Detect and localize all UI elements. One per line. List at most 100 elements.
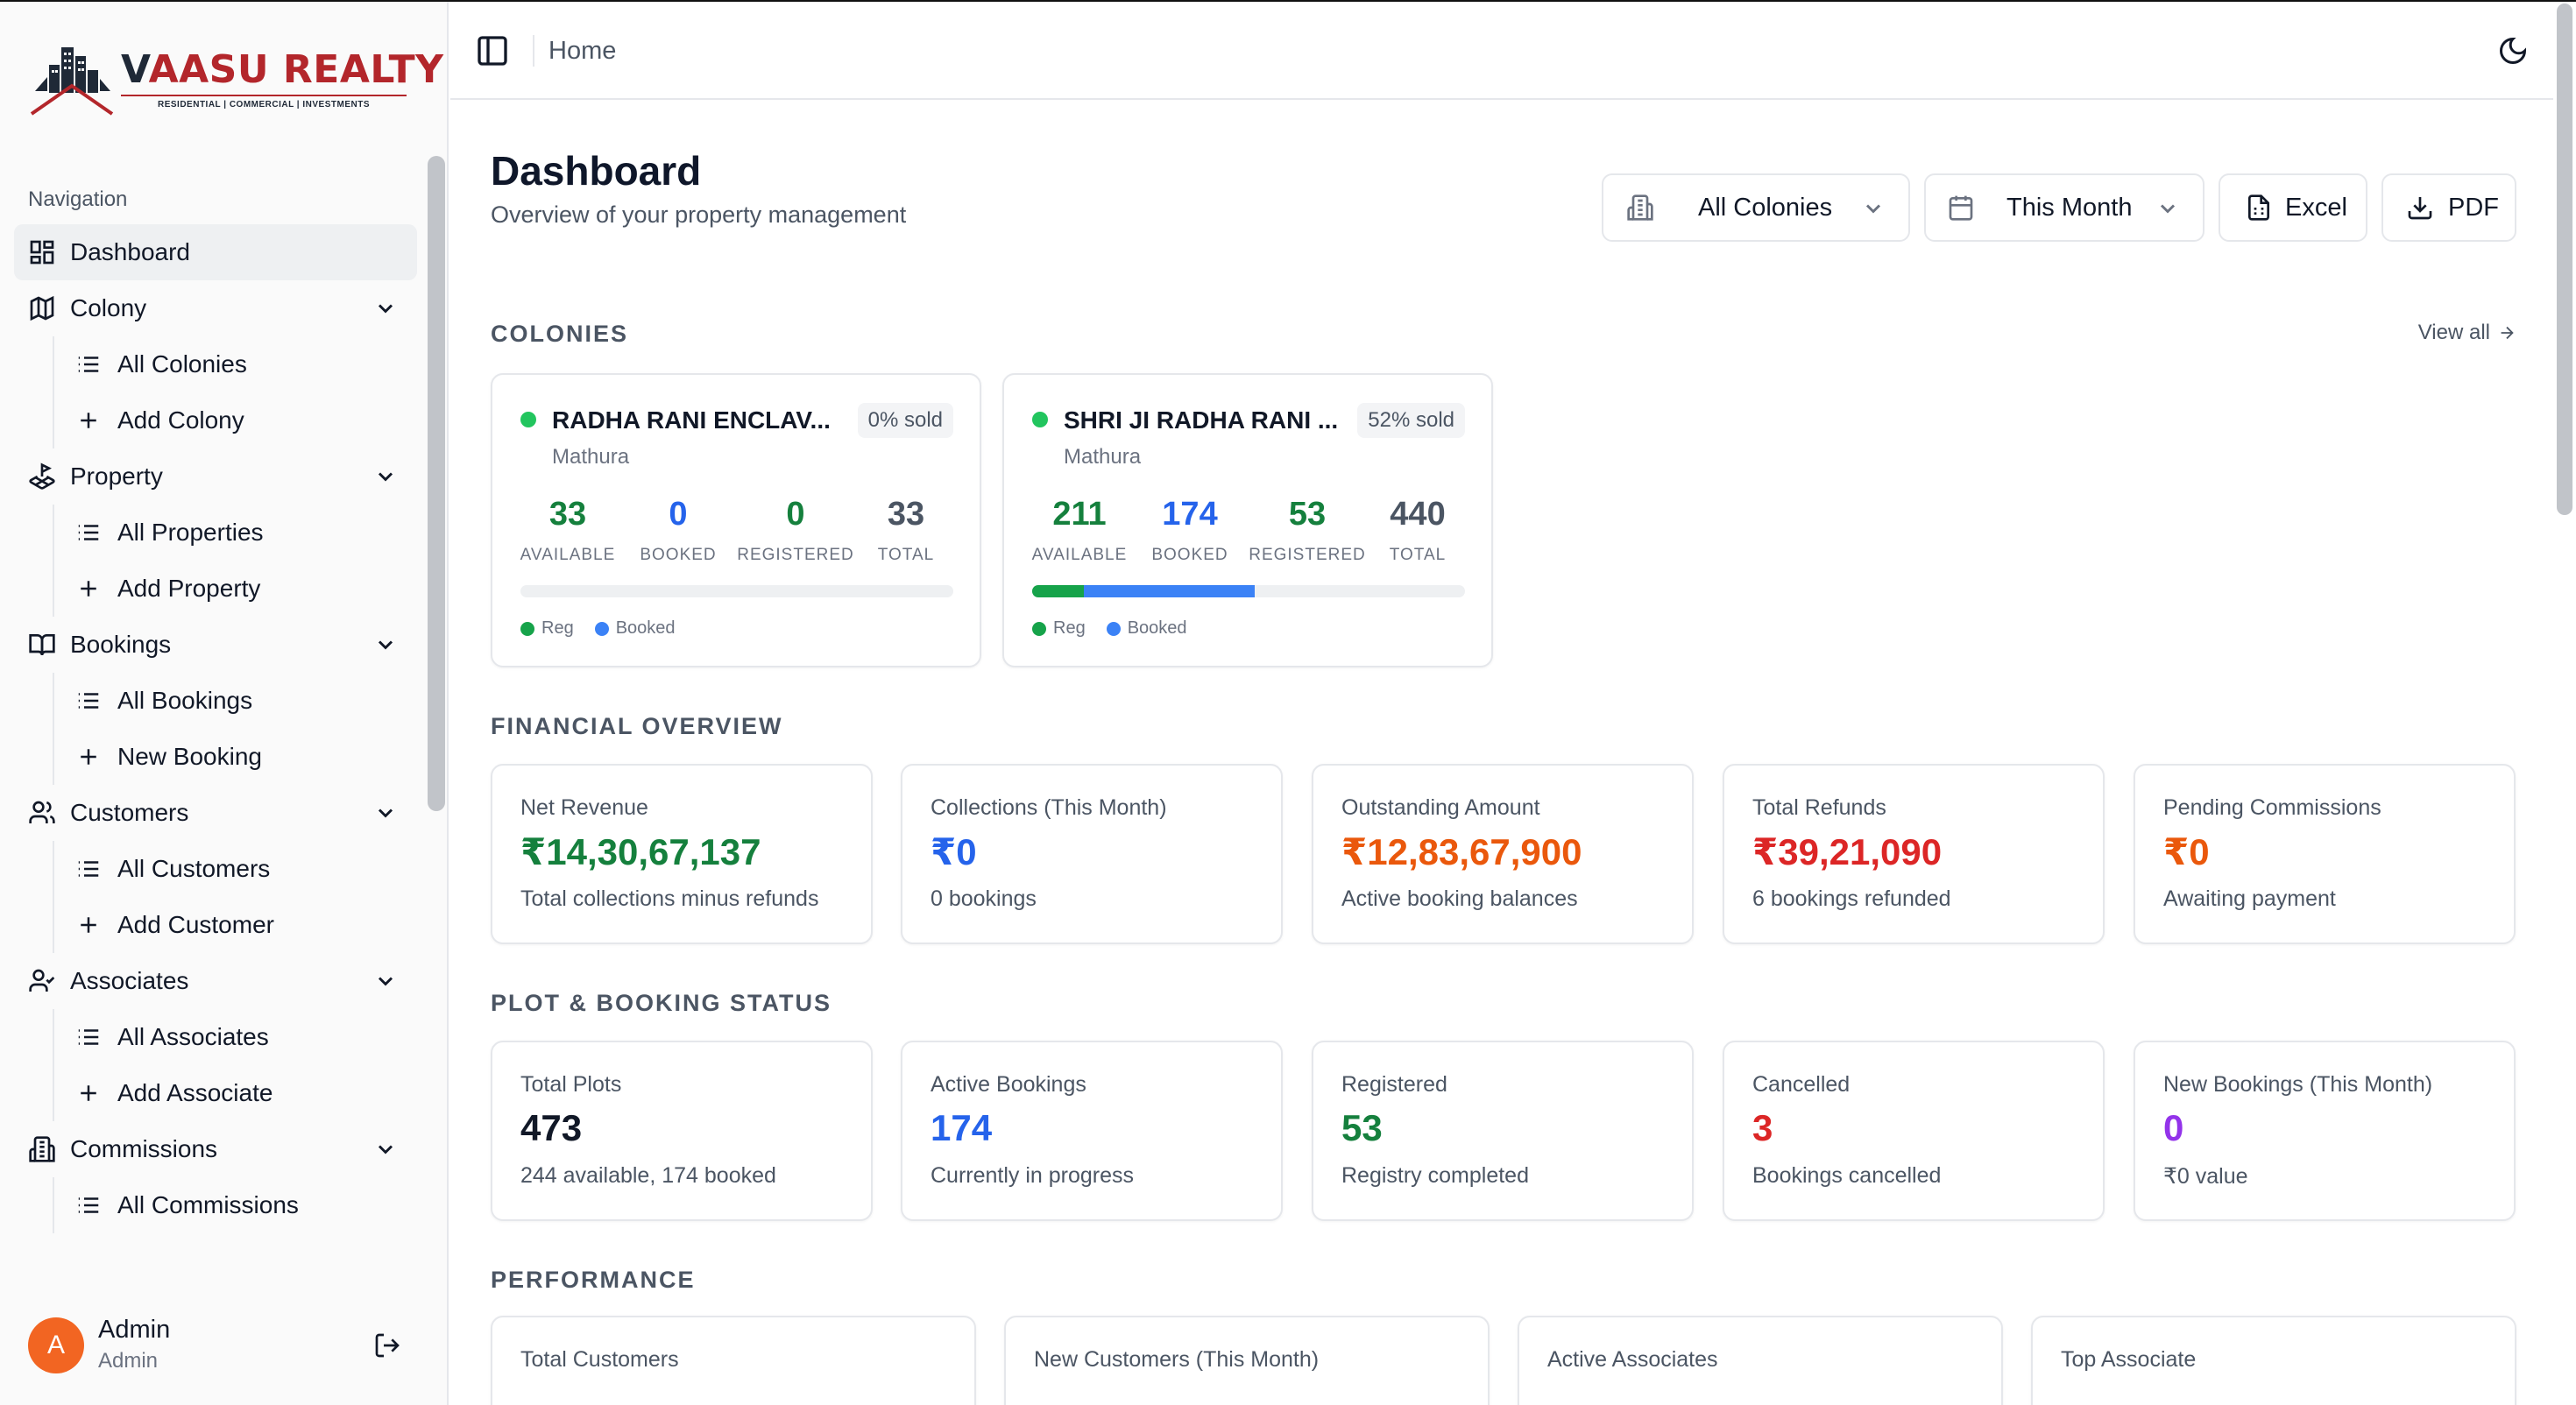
brand-name: VAASU REALTY	[121, 47, 444, 92]
sidebar-toggle-icon[interactable]	[475, 33, 510, 68]
view-all-link[interactable]: View all	[2418, 321, 2516, 345]
chevron-down-icon[interactable]	[373, 464, 398, 489]
sidebar-item-all-customers[interactable]: All Customers	[75, 841, 417, 897]
chevron-down-icon[interactable]	[373, 632, 398, 657]
period-filter-select[interactable]: This Month	[1924, 173, 2204, 242]
section-financial-heading: FINANCIAL OVERVIEW	[491, 713, 783, 739]
sold-badge: 0% sold	[857, 403, 953, 438]
export-pdf-button[interactable]: PDF	[2381, 173, 2516, 242]
metric-value: 0	[2163, 1107, 2184, 1148]
metric-label: Total Refunds	[1752, 795, 1886, 820]
status-dot	[520, 412, 536, 427]
sidebar-item-all-commissions[interactable]: All Commissions	[75, 1177, 417, 1233]
sold-progress-bar	[1032, 585, 1465, 597]
chevron-down-icon[interactable]	[373, 1137, 398, 1161]
metric-sub: Currently in progress	[931, 1163, 1135, 1188]
sidebar: VAASU REALTY RESIDENTIAL | COMMERCIAL | …	[0, 2, 449, 1405]
user-profile[interactable]: A Admin Admin	[28, 1316, 414, 1377]
sidebar-item-all-properties[interactable]: All Properties	[75, 505, 417, 561]
nav-heading: Navigation	[28, 187, 128, 211]
legend-reg-dot	[520, 621, 534, 636]
metric-label: New Bookings (This Month)	[2163, 1072, 2433, 1097]
metric-sub: ₹0 value	[2163, 1164, 2248, 1189]
progress-legend: Reg Booked	[520, 618, 676, 639]
sidebar-item-dashboard[interactable]: Dashboard	[14, 224, 417, 280]
sidebar-item-property[interactable]: Property	[14, 448, 417, 505]
sidebar-item-label: Commissions	[70, 1135, 218, 1162]
sidebar-item-all-colonies[interactable]: All Colonies	[75, 336, 417, 392]
colony-submenu: All Colonies Add Colony	[53, 336, 417, 448]
section-plot-status-heading: PLOT & BOOKING STATUS	[491, 990, 832, 1016]
page-subtitle: Overview of your property management	[491, 201, 907, 228]
export-excel-button[interactable]: Excel	[2219, 173, 2367, 242]
sidebar-item-customers[interactable]: Customers	[14, 785, 417, 841]
sidebar-item-add-customer[interactable]: Add Customer	[75, 897, 417, 953]
chevron-down-icon[interactable]	[373, 969, 398, 993]
sold-badge: 52% sold	[1357, 403, 1465, 438]
top-border	[0, 0, 2576, 2]
page-title: Dashboard	[491, 148, 702, 194]
users-icon	[28, 799, 56, 827]
top-header: Home	[450, 2, 2553, 100]
stat-total: 440 TOTAL	[1365, 496, 1470, 565]
export-excel-label: Excel	[2285, 193, 2347, 222]
metric-sub: 0 bookings	[931, 886, 1037, 911]
arrow-right-icon	[2501, 326, 2514, 340]
header-divider	[533, 35, 534, 67]
sidebar-item-associates[interactable]: Associates	[14, 953, 417, 1009]
page-scrollbar[interactable]	[2557, 4, 2572, 515]
metric-value: ₹0	[931, 831, 977, 872]
plus-icon	[75, 744, 102, 770]
brand-logo[interactable]: VAASU REALTY RESIDENTIAL | COMMERCIAL | …	[30, 40, 443, 119]
plus-icon	[75, 407, 102, 434]
colony-filter-select[interactable]: All Colonies	[1602, 173, 1910, 242]
breadcrumb[interactable]: Home	[548, 37, 617, 65]
sidebar-item-add-colony[interactable]: Add Colony	[75, 392, 417, 448]
metric-value: ₹14,30,67,137	[520, 831, 761, 872]
colony-filter-value: All Colonies	[1698, 193, 1833, 222]
colony-city: Mathura	[552, 445, 630, 469]
stat-label: AVAILABLE	[520, 546, 616, 564]
colony-card[interactable]: SHRI JI RADHA RANI ... 52% sold Mathura …	[1002, 373, 1493, 667]
chevron-down-icon[interactable]	[373, 801, 398, 825]
sidebar-item-add-property[interactable]: Add Property	[75, 561, 417, 617]
sidebar-item-all-associates[interactable]: All Associates	[75, 1009, 417, 1065]
legend-booked-label: Booked	[615, 618, 676, 638]
metric-label: New Customers (This Month)	[1034, 1347, 1320, 1372]
metric-sub: 244 available, 174 booked	[520, 1163, 776, 1188]
metric-label: Registered	[1341, 1072, 1447, 1097]
metric-label: Pending Commissions	[2163, 795, 2381, 820]
metric-label: Cancelled	[1752, 1072, 1851, 1097]
stat-available: 33 AVAILABLE	[515, 496, 620, 565]
book-open-icon	[28, 631, 56, 659]
moon-icon[interactable]	[2497, 35, 2529, 67]
legend-reg-dot	[1032, 621, 1046, 636]
metric-label: Top Associate	[2061, 1347, 2197, 1372]
sidebar-item-all-bookings[interactable]: All Bookings	[75, 673, 417, 729]
sidebar-item-colony[interactable]: Colony	[14, 280, 417, 336]
metric-card-collections: Collections (This Month) ₹0 0 bookings	[901, 764, 1283, 944]
sidebar-item-add-associate[interactable]: Add Associate	[75, 1065, 417, 1121]
submenu-label: Add Colony	[117, 406, 244, 434]
colony-card[interactable]: RADHA RANI ENCLAV... 0% sold Mathura 33 A…	[491, 373, 981, 667]
stat-label: AVAILABLE	[1031, 546, 1128, 564]
sidebar-item-commissions[interactable]: Commissions	[14, 1121, 417, 1177]
booked-fill	[1084, 585, 1255, 597]
map-icon	[28, 294, 56, 322]
layout-dashboard-icon	[28, 238, 56, 266]
metric-card-active-associates: Active Associates	[1518, 1316, 2003, 1405]
submenu-label: All Properties	[117, 519, 264, 546]
plus-icon	[75, 1080, 102, 1106]
user-check-icon	[28, 967, 56, 995]
sidebar-item-new-booking[interactable]: New Booking	[75, 729, 417, 785]
logout-icon[interactable]	[373, 1331, 401, 1359]
metric-label: Total Plots	[520, 1072, 622, 1097]
chevron-down-icon[interactable]	[373, 296, 398, 321]
sidebar-item-bookings[interactable]: Bookings	[14, 617, 417, 673]
stat-label: TOTAL	[1389, 546, 1447, 564]
file-spreadsheet-icon	[2245, 194, 2273, 222]
section-colonies-heading: COLONIES	[491, 321, 629, 347]
list-icon	[75, 519, 102, 546]
sidebar-scrollbar[interactable]	[428, 156, 445, 811]
brand-tagline: RESIDENTIAL | COMMERCIAL | INVESTMENTS	[121, 95, 407, 109]
